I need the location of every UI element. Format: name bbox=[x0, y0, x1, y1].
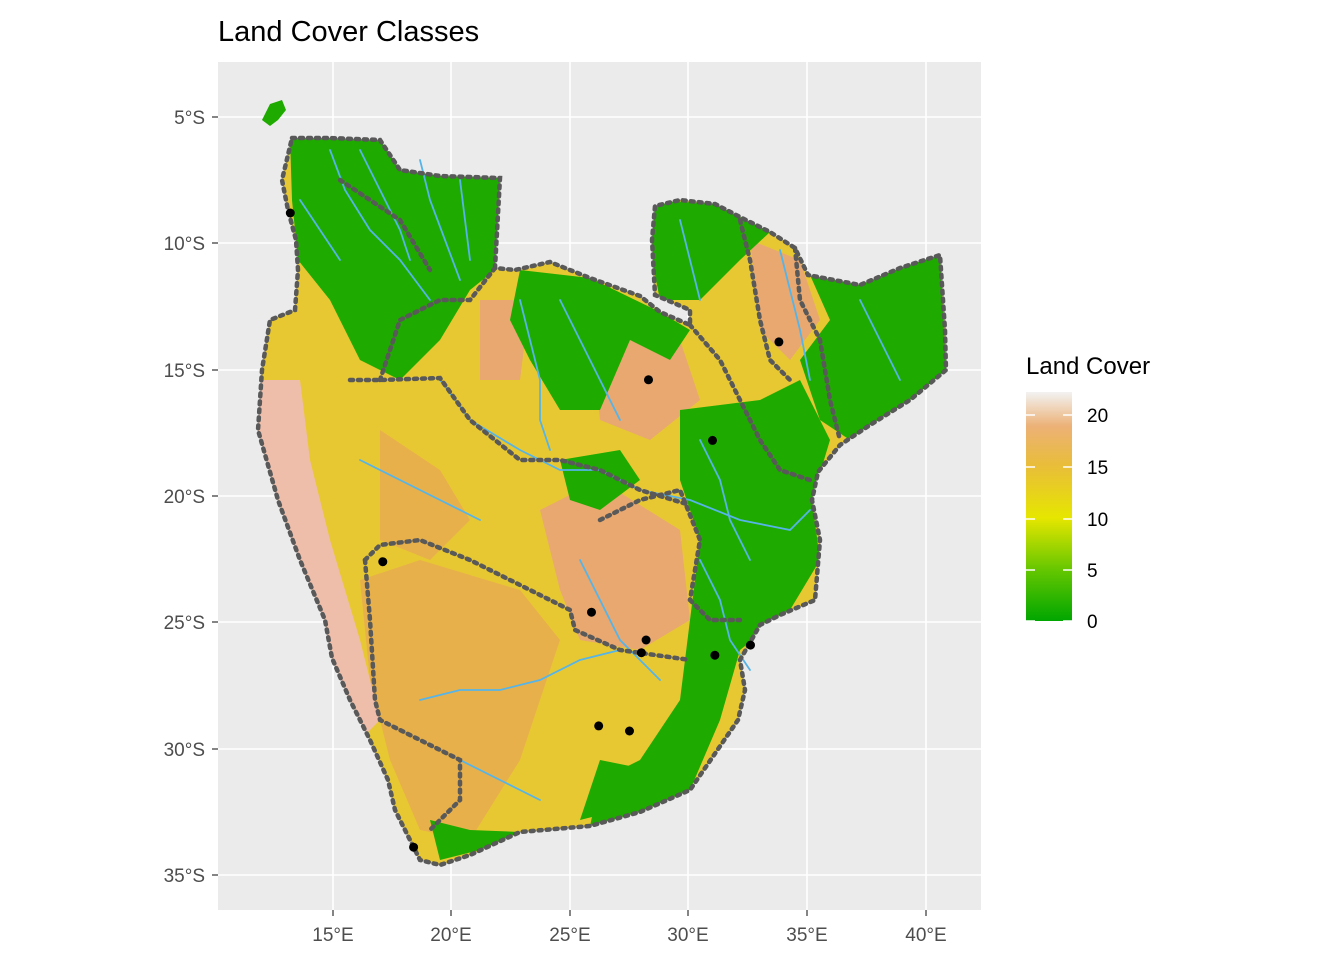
river bbox=[329, 149, 431, 301]
y-tick-label: 10°S bbox=[164, 234, 205, 255]
city-point bbox=[378, 557, 388, 567]
x-tick-label: 40°E bbox=[905, 925, 946, 946]
city-points-layer bbox=[285, 208, 784, 852]
rivers-layer bbox=[299, 149, 901, 801]
river bbox=[559, 299, 621, 421]
city-point bbox=[409, 842, 419, 852]
country-borders bbox=[255, 135, 949, 868]
river bbox=[299, 199, 341, 261]
legend-colorbar bbox=[1026, 392, 1072, 621]
forest-south-coast bbox=[580, 760, 650, 820]
legend-label: 0 bbox=[1087, 612, 1098, 633]
y-tick-label: 5°S bbox=[174, 108, 205, 129]
river-vaal bbox=[579, 559, 661, 681]
x-tick-label: 25°E bbox=[549, 925, 590, 946]
city-point bbox=[644, 375, 653, 385]
x-tick-label: 30°E bbox=[667, 925, 708, 946]
city-point bbox=[774, 337, 784, 347]
river bbox=[459, 759, 541, 801]
legend-label: 5 bbox=[1087, 561, 1098, 582]
y-tick-label: 25°S bbox=[164, 613, 205, 634]
border-botswana-zimbabwe bbox=[597, 487, 703, 603]
border-malawi bbox=[737, 217, 793, 383]
river bbox=[419, 159, 461, 281]
river-orange bbox=[419, 649, 621, 701]
exclave-region bbox=[262, 100, 286, 126]
forest-cape bbox=[430, 820, 520, 860]
border-malawi-mozambique bbox=[792, 245, 843, 443]
border-sa-mozambique bbox=[687, 597, 743, 623]
shrub-malawi bbox=[750, 240, 820, 360]
river bbox=[459, 179, 471, 261]
city-point bbox=[285, 208, 295, 218]
city-point bbox=[641, 635, 651, 645]
city-point bbox=[587, 607, 596, 617]
river bbox=[359, 459, 481, 521]
y-tick-label: 15°S bbox=[164, 361, 205, 382]
y-tick-label: 35°S bbox=[164, 866, 205, 887]
river bbox=[519, 299, 551, 451]
x-axis: 15°E 20°E 25°E 30°E 35°E 40°E bbox=[312, 910, 947, 946]
border-namibia-sa bbox=[362, 557, 463, 833]
border-angola-zambia bbox=[377, 265, 498, 383]
river bbox=[679, 219, 701, 301]
y-tick-label: 20°S bbox=[164, 487, 205, 508]
river bbox=[699, 439, 751, 561]
border-zambia-mozambique bbox=[687, 322, 813, 483]
shrub-highveld bbox=[540, 480, 690, 650]
river bbox=[859, 299, 901, 381]
coastal-desert bbox=[258, 380, 380, 740]
city-point bbox=[708, 435, 717, 445]
forest-angola-drc bbox=[290, 138, 500, 380]
border-angola-namibia-zambia bbox=[347, 375, 693, 508]
legend-label: 10 bbox=[1087, 510, 1108, 531]
city-point bbox=[746, 640, 755, 650]
semi-arid-kalahari bbox=[360, 560, 560, 840]
semi-arid-north bbox=[380, 430, 470, 560]
x-tick-label: 20°E bbox=[430, 925, 471, 946]
forest-east-coast bbox=[590, 380, 830, 826]
legend-label: 20 bbox=[1087, 406, 1108, 427]
y-axis: 5°S 10°S 15°S 20°S 25°S 30°S 35°S bbox=[164, 108, 218, 887]
city-point bbox=[625, 726, 634, 736]
legend: Land Cover 20 15 10 5 0 bbox=[1026, 353, 1150, 633]
x-tick-label: 15°E bbox=[312, 925, 353, 946]
border-drc bbox=[337, 177, 433, 273]
city-point bbox=[710, 650, 720, 660]
chart-title: Land Cover Classes bbox=[218, 16, 479, 48]
river bbox=[359, 149, 411, 261]
border-outline bbox=[255, 135, 949, 868]
legend-title: Land Cover bbox=[1026, 353, 1150, 380]
border-namibia-botswana-sa bbox=[362, 537, 693, 663]
river-zambezi bbox=[439, 379, 811, 531]
city-point bbox=[636, 648, 646, 658]
y-tick-label: 30°S bbox=[164, 740, 205, 761]
river bbox=[779, 249, 811, 381]
forest-mozambique-north bbox=[800, 255, 946, 440]
forest-zambia bbox=[510, 270, 690, 410]
x-tick-label: 35°E bbox=[786, 925, 827, 946]
city-point bbox=[594, 721, 604, 731]
legend-label: 15 bbox=[1087, 458, 1108, 479]
